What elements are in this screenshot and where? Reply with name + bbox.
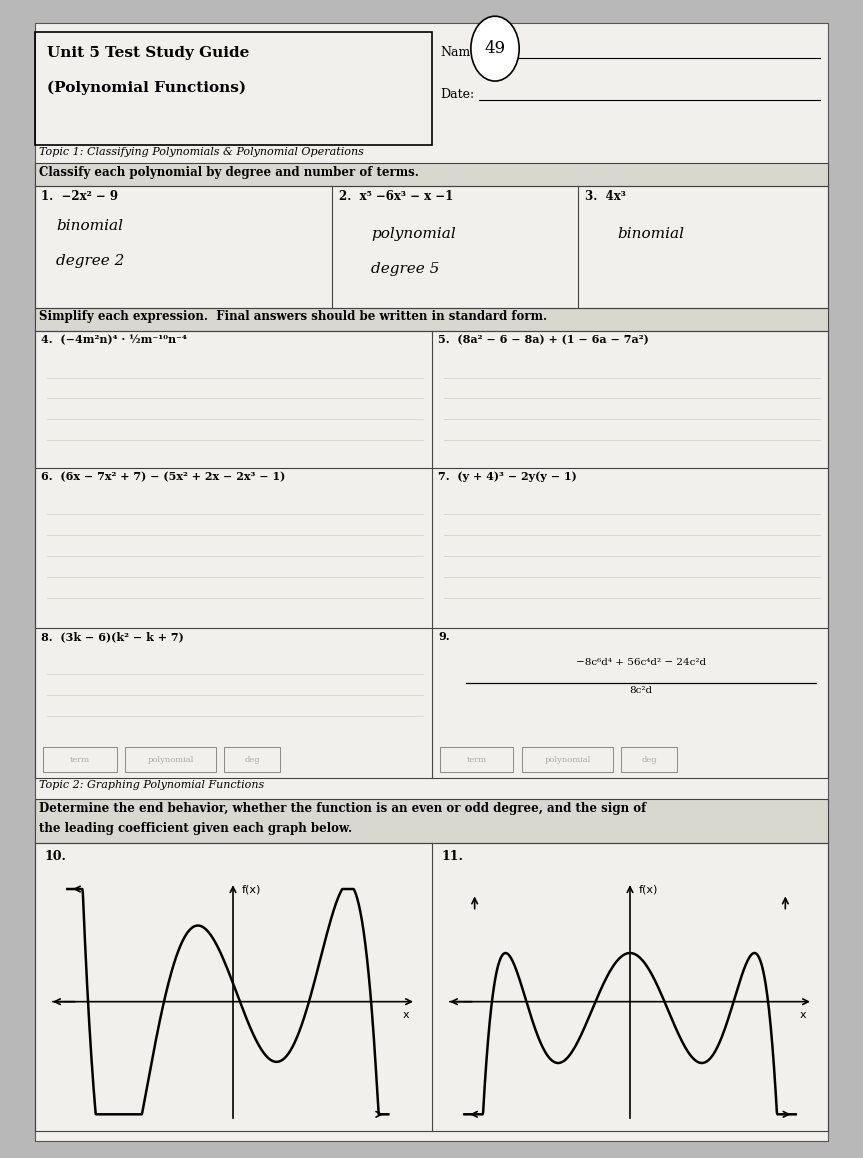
Text: 8.  (3k − 6)(k² − k + 7): 8. (3k − 6)(k² − k + 7) — [41, 631, 184, 642]
Bar — [35, 843, 828, 1131]
Text: Topic 2: Graphing Polynomial Functions: Topic 2: Graphing Polynomial Functions — [39, 780, 264, 791]
Text: x: x — [799, 1010, 806, 1020]
Text: 8c²d: 8c²d — [629, 686, 652, 695]
Bar — [522, 747, 613, 772]
Text: binomial: binomial — [56, 219, 123, 233]
Circle shape — [471, 16, 520, 81]
Text: 10.: 10. — [45, 850, 66, 863]
Text: polynomial: polynomial — [148, 756, 193, 763]
Text: 1.  −2x² − 9: 1. −2x² − 9 — [41, 190, 118, 203]
Text: 2.  x⁵ −6x³ − x −1: 2. x⁵ −6x³ − x −1 — [339, 190, 453, 203]
Text: polynomial: polynomial — [545, 756, 590, 763]
Text: Topic 1: Classifying Polynomials & Polynomial Operations: Topic 1: Classifying Polynomials & Polyn… — [39, 147, 363, 157]
Bar — [35, 331, 828, 778]
Text: f(x): f(x) — [242, 884, 261, 894]
Text: Simplify each expression.  Final answers should be written in standard form.: Simplify each expression. Final answers … — [39, 310, 547, 323]
Text: Classify each polynomial by degree and number of terms.: Classify each polynomial by degree and n… — [39, 166, 419, 178]
Text: 5.  (8a² − 6 − 8a) + (1 − 6a − 7a²): 5. (8a² − 6 − 8a) + (1 − 6a − 7a²) — [438, 335, 649, 345]
Text: 11.: 11. — [442, 850, 463, 863]
Text: −8c⁶d⁴ + 56c⁴d² − 24c²d: −8c⁶d⁴ + 56c⁴d² − 24c²d — [576, 658, 706, 667]
Text: Date:: Date: — [440, 88, 475, 101]
Text: x: x — [402, 1010, 409, 1020]
Text: Unit 5 Test Study Guide: Unit 5 Test Study Guide — [47, 46, 250, 60]
Bar — [35, 163, 828, 186]
Text: binomial: binomial — [617, 227, 684, 241]
Text: polynomial: polynomial — [371, 227, 456, 241]
Bar — [35, 799, 828, 843]
Bar — [35, 308, 828, 331]
Text: deg: deg — [244, 756, 261, 763]
Text: 3.  4x³: 3. 4x³ — [585, 190, 627, 203]
Text: f(x): f(x) — [639, 884, 658, 894]
Bar — [43, 747, 117, 772]
Text: deg: deg — [641, 756, 658, 763]
Text: 6.  (6x − 7x² + 7) − (5x² + 2x − 2x³ − 1): 6. (6x − 7x² + 7) − (5x² + 2x − 2x³ − 1) — [41, 471, 286, 482]
Text: degree 2: degree 2 — [56, 254, 124, 267]
Bar — [224, 747, 280, 772]
Text: degree 5: degree 5 — [371, 262, 439, 276]
Text: term: term — [467, 756, 487, 763]
Text: the leading coefficient given each graph below.: the leading coefficient given each graph… — [39, 822, 352, 835]
Bar — [35, 186, 828, 308]
Bar — [440, 747, 513, 772]
Text: 4.  (−4m²n)⁴ · ½m⁻¹⁰n⁻⁴: 4. (−4m²n)⁴ · ½m⁻¹⁰n⁻⁴ — [41, 335, 187, 345]
Text: 49: 49 — [484, 41, 506, 57]
Text: Determine the end behavior, whether the function is an even or odd degree, and t: Determine the end behavior, whether the … — [39, 802, 646, 815]
Bar — [621, 747, 677, 772]
Text: (Polynomial Functions): (Polynomial Functions) — [47, 81, 247, 95]
Text: term: term — [70, 756, 90, 763]
Text: Name:: Name: — [440, 46, 482, 59]
Bar — [125, 747, 216, 772]
Text: 7.  (y + 4)³ − 2y(y − 1): 7. (y + 4)³ − 2y(y − 1) — [438, 471, 577, 482]
Bar — [35, 32, 432, 145]
Text: 9.: 9. — [438, 631, 450, 642]
